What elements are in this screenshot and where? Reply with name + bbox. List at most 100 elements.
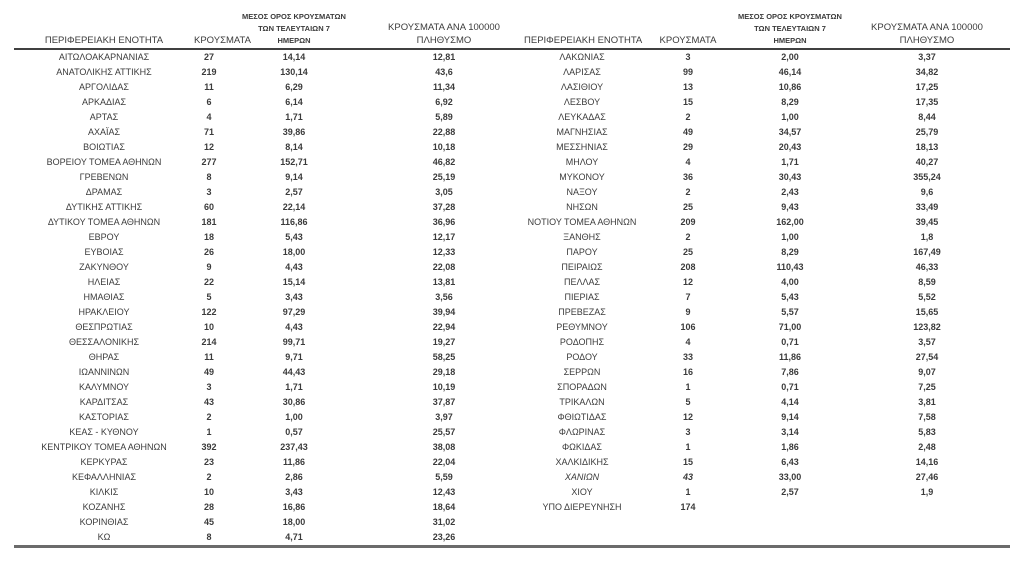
per100k-cell: 19,27	[432, 337, 456, 347]
avg7-cell: 97,29	[282, 307, 306, 317]
cases-cell: 12	[682, 277, 693, 287]
per100k-cell: 23,26	[432, 532, 456, 542]
per100k-cell: 25,79	[915, 127, 939, 137]
avg7-cell: 6,43	[781, 457, 799, 467]
avg7-cell: 46,14	[778, 67, 802, 77]
table-row: ΚΙΛΚΙΣ 10 3,43 12,43 ΧΙΟΥ 1 2,57 1,9	[14, 485, 1010, 500]
region-cell: ΜΕΣΣΗΝΙΑΣ	[556, 142, 608, 152]
per100k-cell: 39,94	[432, 307, 456, 317]
per100k-cell: 38,08	[432, 442, 456, 452]
avg7-cell: 162,00	[776, 217, 804, 227]
avg7-cell: 9,71	[285, 352, 303, 362]
cases-cell: 3	[206, 382, 212, 392]
region-cell: ΚΕΦΑΛΛΗΝΙΑΣ	[71, 472, 137, 482]
table-row: ΗΜΑΘΙΑΣ 5 3,43 3,56 ΠΙΕΡΙΑΣ 7 5,43 5,52	[14, 290, 1010, 305]
per100k-cell: 10,19	[432, 382, 456, 392]
region-cell: ΚΑΛΥΜΝΟΥ	[78, 382, 130, 392]
avg7-cell: 110,43	[776, 262, 804, 272]
avg7-cell: 4,14	[781, 397, 799, 407]
header-cases-left: ΚΡΟΥΣΜΑΤΑ	[194, 5, 251, 50]
table-row: ΚΕΑΣ - ΚΥΘΝΟΥ 1 0,57 25,57 ΦΛΩΡΙΝΑΣ 3 3,14 5,83	[14, 425, 1010, 440]
per100k-cell: 34,82	[915, 67, 939, 77]
avg7-cell: 44,43	[282, 367, 306, 377]
avg7-cell: 9,43	[781, 202, 799, 212]
avg7-cell: 4,43	[285, 322, 303, 332]
header-per100k-right-line1: ΚΡΟΥΣΜΑΤΑ ΑΝΑ 100000	[871, 22, 983, 33]
avg7-cell: 8,14	[285, 142, 303, 152]
avg7-cell	[736, 530, 844, 547]
region-cell: ΙΩΑΝΝΙΝΩΝ	[78, 367, 130, 377]
avg7-cell: 1,86	[781, 442, 799, 452]
per100k-cell	[844, 500, 1010, 515]
cases-cell: 181	[201, 217, 217, 227]
table-row: ΔΥΤΙΚΟΥ ΤΟΜΕΑ ΑΘΗΝΩΝ 181 116,86 36,96 ΝΟΤΙΟΥ…	[14, 215, 1010, 230]
region-cell: ΧΑΛΚΙΔΙΚΗΣ	[555, 457, 609, 467]
header-region-right: ΠΕΡΙΦΕΡΕΙΑΚΗ ΕΝΟΤΗΤΑ	[524, 5, 642, 50]
region-cell: ΡΟΔΟΥ	[566, 352, 598, 362]
per100k-cell: 17,25	[915, 82, 939, 92]
cases-cell: 45	[203, 517, 214, 527]
cases-cell: 12	[682, 412, 693, 422]
header-cases-left-label: ΚΡΟΥΣΜΑΤΑ	[194, 35, 251, 46]
region-cell: ΗΛΕΙΑΣ	[87, 277, 121, 287]
avg7-cell: 2,57	[285, 187, 303, 197]
cases-cell: 1	[206, 427, 212, 437]
region-cell: ΛΕΣΒΟΥ	[563, 97, 601, 107]
table-row: ΘΕΣΠΡΩΤΙΑΣ 10 4,43 22,94 ΡΕΘΥΜΝΟΥ 106 71,00 123…	[14, 320, 1010, 335]
region-cell: ΥΠΟ ΔΙΕΡΕΥΝΗΣΗ	[542, 502, 622, 512]
region-cell: ΚΕΝΤΡΙΚΟΥ ΤΟΜΕΑ ΑΘΗΝΩΝ	[41, 442, 167, 452]
region-cell: ΚΟΡΙΝΘΙΑΣ	[79, 517, 129, 527]
table-row: ΚΑΣΤΟΡΙΑΣ 2 1,00 3,97 ΦΘΙΩΤΙΔΑΣ 12 9,14 7,58	[14, 410, 1010, 425]
avg7-cell: 15,14	[282, 277, 306, 287]
per100k-cell: 37,28	[432, 202, 456, 212]
avg7-cell: 130,14	[280, 67, 308, 77]
region-cell: ΝΑΞΟΥ	[566, 187, 598, 197]
per100k-cell: 14,16	[915, 457, 939, 467]
per100k-cell: 3,81	[918, 397, 936, 407]
region-cell: ΦΘΙΩΤΙΔΑΣ	[557, 412, 607, 422]
cases-cell: 3	[685, 427, 691, 437]
region-cell: ΛΕΥΚΑΔΑΣ	[558, 112, 606, 122]
avg7-cell: 2,86	[285, 472, 303, 482]
cases-cell: 219	[201, 67, 217, 77]
avg7-cell: 1,00	[781, 112, 799, 122]
table-row: ΔΡΑΜΑΣ 3 2,57 3,05 ΝΑΞΟΥ 2 2,43 9,6	[14, 185, 1010, 200]
table-row: ΗΛΕΙΑΣ 22 15,14 13,81 ΠΕΛΛΑΣ 12 4,00 8,59	[14, 275, 1010, 290]
avg7-cell: 4,43	[285, 262, 303, 272]
per100k-cell: 8,59	[918, 277, 936, 287]
per100k-cell: 12,43	[432, 487, 456, 497]
header-region-left-label: ΠΕΡΙΦΕΡΕΙΑΚΗ ΕΝΟΤΗΤΑ	[44, 35, 164, 46]
avg7-cell: 3,14	[781, 427, 799, 437]
table-row: ΑΙΤΩΛΟΑΚΑΡΝΑΝΙΑΣ 27 14,14 12,81 ΛΑΚΩΝΙΑΣ 3 2,0…	[14, 49, 1010, 65]
per100k-cell: 27,54	[915, 352, 939, 362]
cases-cell: 9	[685, 307, 691, 317]
avg7-cell: 3,43	[285, 487, 303, 497]
avg7-cell: 9,14	[781, 412, 799, 422]
regional-cases-report: ΠΕΡΙΦΕΡΕΙΑΚΗ ΕΝΟΤΗΤΑ ΚΡΟΥΣΜΑΤΑ ΜΕΣΟΣ ΟΡΟ…	[14, 5, 1010, 548]
cases-cell: 49	[203, 367, 214, 377]
header-region-left: ΠΕΡΙΦΕΡΕΙΑΚΗ ΕΝΟΤΗΤΑ	[14, 5, 194, 50]
avg7-cell: 9,14	[285, 172, 303, 182]
per100k-cell: 17,35	[915, 97, 939, 107]
avg7-cell: 11,86	[282, 457, 306, 467]
header-avg7-right: ΜΕΣΟΣ ΟΡΟΣ ΚΡΟΥΣΜΑΤΩΝ ΤΩΝ ΤΕΛΕΥΤΑΙΩΝ 7 Η…	[736, 5, 844, 50]
per100k-cell: 12,17	[432, 232, 456, 242]
per100k-cell: 1,8	[920, 232, 934, 242]
cases-cell: 2	[685, 232, 691, 242]
avg7-cell: 237,43	[280, 442, 308, 452]
cases-cell: 13	[682, 82, 693, 92]
per100k-cell: 15,65	[915, 307, 939, 317]
region-cell: ΘΗΡΑΣ	[88, 352, 120, 362]
table-header: ΠΕΡΙΦΕΡΕΙΑΚΗ ΕΝΟΤΗΤΑ ΚΡΟΥΣΜΑΤΑ ΜΕΣΟΣ ΟΡΟ…	[14, 5, 1010, 50]
region-cell: ΜΑΓΝΗΣΙΑΣ	[556, 127, 608, 137]
avg7-cell: 1,71	[285, 382, 303, 392]
table-row: ΙΩΑΝΝΙΝΩΝ 49 44,43 29,18 ΣΕΡΡΩΝ 16 7,86 9,07	[14, 365, 1010, 380]
table-row: ΚΟΖΑΝΗΣ 28 16,86 18,64 ΥΠΟ ΔΙΕΡΕΥΝΗΣΗ 174	[14, 500, 1010, 515]
table-body: ΑΙΤΩΛΟΑΚΑΡΝΑΝΙΑΣ 27 14,14 12,81 ΛΑΚΩΝΙΑΣ 3 2,0…	[14, 49, 1010, 547]
per100k-cell: 3,37	[918, 52, 936, 62]
cases-cell: 5	[685, 397, 691, 407]
cases-cell: 71	[203, 127, 214, 137]
table-row: ΕΥΒΟΙΑΣ 26 18,00 12,33 ΠΑΡΟΥ 25 8,29 167,49	[14, 245, 1010, 260]
cases-cell: 23	[203, 457, 214, 467]
region-cell: ΧΙΟΥ	[571, 487, 593, 497]
